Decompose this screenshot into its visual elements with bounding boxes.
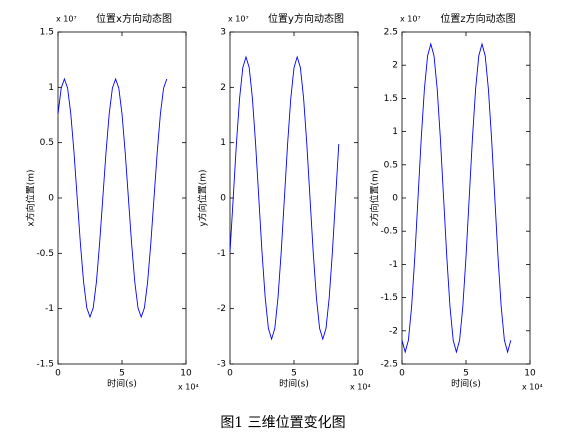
x-tick-label: 5 bbox=[119, 369, 125, 379]
x-tick-label: 10 bbox=[352, 369, 364, 379]
y-tick-label: -2 bbox=[389, 326, 398, 336]
y-tick-label: 1.5 bbox=[384, 94, 398, 104]
y-multiplier: x 10⁷ bbox=[228, 15, 249, 24]
y-tick-label: -2 bbox=[217, 304, 226, 314]
y-tick-label: 1 bbox=[220, 138, 226, 148]
line-series bbox=[57, 77, 168, 319]
y-tick-label: 1 bbox=[392, 127, 398, 137]
y-tick-label: 0 bbox=[220, 194, 226, 204]
y-tick-label: 0 bbox=[48, 194, 54, 204]
x-multiplier: x 10⁴ bbox=[178, 383, 199, 392]
x-multiplier: x 10⁴ bbox=[350, 383, 371, 392]
x-multiplier: x 10⁴ bbox=[522, 383, 543, 392]
y-tick-label: -2.5 bbox=[380, 360, 398, 370]
caption: 图1 三维位置变化图 bbox=[220, 415, 345, 431]
y-tick-label: 3 bbox=[220, 28, 226, 38]
y-tick-label: -1.5 bbox=[36, 360, 54, 370]
y-multiplier: x 10⁷ bbox=[400, 15, 421, 24]
y-tick-label: -1 bbox=[45, 304, 54, 314]
y-axis-label: x方向位置(m) bbox=[25, 169, 37, 226]
chart-title: 位置x方向动态图 bbox=[96, 12, 172, 25]
y-tick-label: 1.5 bbox=[40, 28, 54, 38]
y-tick-label: 2 bbox=[220, 83, 226, 93]
x-axis-label: 时间(s) bbox=[451, 378, 481, 390]
chart-title: 位置z方向动态图 bbox=[440, 12, 515, 25]
axes-box bbox=[229, 31, 359, 365]
y-tick-label: 0.5 bbox=[384, 160, 398, 170]
axes-box bbox=[57, 31, 187, 365]
y-axis-label: y方向位置(m) bbox=[197, 169, 209, 226]
x-tick-label: 10 bbox=[524, 369, 536, 379]
x-tick-label: 5 bbox=[291, 369, 297, 379]
line-series bbox=[401, 42, 512, 354]
y-tick-label: -3 bbox=[217, 360, 226, 370]
x-tick-label: 0 bbox=[55, 369, 61, 379]
x-tick-label: 0 bbox=[399, 369, 405, 379]
y-tick-label: 2 bbox=[392, 61, 398, 71]
line-series bbox=[229, 55, 340, 341]
y-tick-label: -1.5 bbox=[380, 293, 398, 303]
x-tick-label: 0 bbox=[227, 369, 233, 379]
y-tick-label: -0.5 bbox=[36, 249, 54, 259]
x-axis-label: 时间(s) bbox=[107, 378, 137, 390]
y-tick-label: 2.5 bbox=[384, 28, 398, 38]
y-tick-label: 0.5 bbox=[40, 138, 54, 148]
y-tick-label: -1 bbox=[389, 260, 398, 270]
x-axis-label: 时间(s) bbox=[279, 378, 309, 390]
x-tick-label: 5 bbox=[463, 369, 469, 379]
y-multiplier: x 10⁷ bbox=[56, 15, 77, 24]
axes-box bbox=[401, 31, 531, 365]
x-tick-label: 10 bbox=[180, 369, 192, 379]
y-tick-label: 1 bbox=[48, 83, 54, 93]
y-tick-label: -1 bbox=[217, 249, 226, 259]
y-tick-label: -0.5 bbox=[380, 227, 398, 237]
chart-title: 位置y方向动态图 bbox=[268, 12, 344, 25]
y-axis-label: z方向位置(m) bbox=[369, 170, 381, 227]
y-tick-label: 0 bbox=[392, 194, 398, 204]
